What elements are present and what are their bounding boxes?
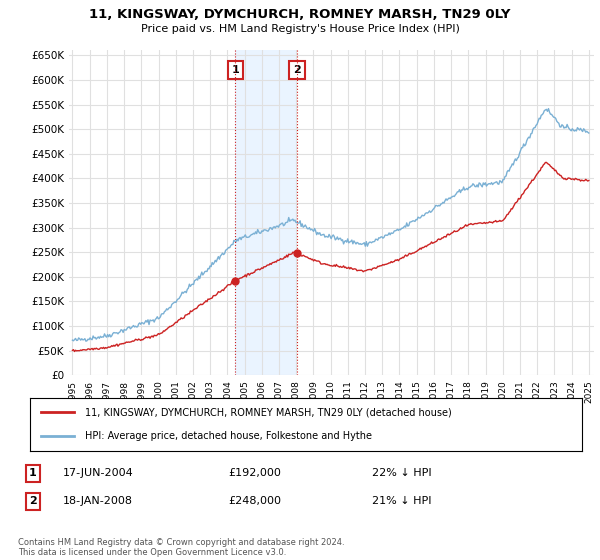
Text: 22% ↓ HPI: 22% ↓ HPI bbox=[372, 468, 431, 478]
Text: 2: 2 bbox=[29, 496, 37, 506]
Text: HPI: Average price, detached house, Folkestone and Hythe: HPI: Average price, detached house, Folk… bbox=[85, 431, 372, 441]
Text: 2: 2 bbox=[293, 65, 301, 75]
Text: Price paid vs. HM Land Registry's House Price Index (HPI): Price paid vs. HM Land Registry's House … bbox=[140, 24, 460, 34]
Text: 11, KINGSWAY, DYMCHURCH, ROMNEY MARSH, TN29 0LY (detached house): 11, KINGSWAY, DYMCHURCH, ROMNEY MARSH, T… bbox=[85, 408, 452, 418]
Text: 11, KINGSWAY, DYMCHURCH, ROMNEY MARSH, TN29 0LY: 11, KINGSWAY, DYMCHURCH, ROMNEY MARSH, T… bbox=[89, 8, 511, 21]
Text: 21% ↓ HPI: 21% ↓ HPI bbox=[372, 496, 431, 506]
Text: Contains HM Land Registry data © Crown copyright and database right 2024.
This d: Contains HM Land Registry data © Crown c… bbox=[18, 538, 344, 557]
Text: 17-JUN-2004: 17-JUN-2004 bbox=[63, 468, 134, 478]
Text: £248,000: £248,000 bbox=[228, 496, 281, 506]
Text: 1: 1 bbox=[29, 468, 37, 478]
Text: 1: 1 bbox=[232, 65, 239, 75]
Text: £192,000: £192,000 bbox=[228, 468, 281, 478]
Bar bbox=[235, 50, 297, 375]
Text: 18-JAN-2008: 18-JAN-2008 bbox=[63, 496, 133, 506]
